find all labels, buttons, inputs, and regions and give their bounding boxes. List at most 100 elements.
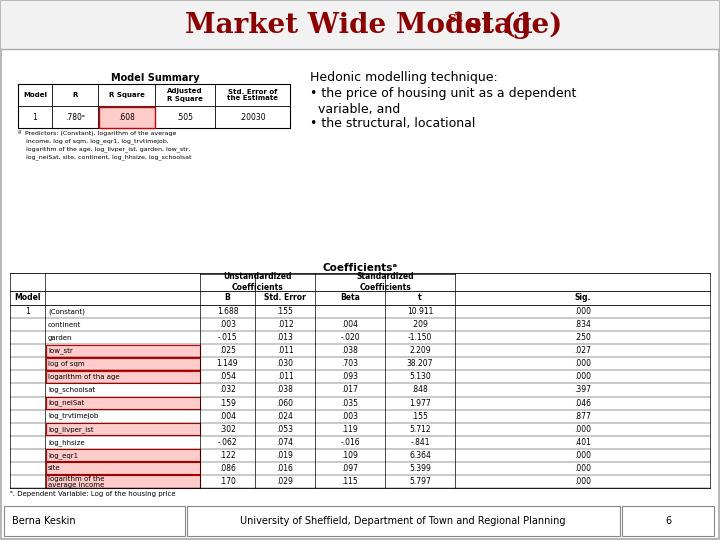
Text: (Constant): (Constant) bbox=[48, 308, 85, 315]
Text: -.841: -.841 bbox=[410, 438, 430, 447]
Text: .000: .000 bbox=[574, 477, 591, 486]
Text: .019: .019 bbox=[276, 451, 294, 460]
Text: logarithm of the age, log_livper_ist, garden, low_str,: logarithm of the age, log_livper_ist, ga… bbox=[18, 146, 190, 152]
Text: logarithm of the: logarithm of the bbox=[48, 476, 104, 482]
Text: t: t bbox=[418, 294, 422, 302]
Text: 1: 1 bbox=[32, 112, 37, 122]
Text: 5.712: 5.712 bbox=[409, 424, 431, 434]
Text: .003: .003 bbox=[219, 320, 236, 329]
Text: .122: .122 bbox=[219, 451, 236, 460]
Text: 2.209: 2.209 bbox=[409, 346, 431, 355]
Bar bbox=[99, 106, 155, 127]
Text: Std. Error: Std. Error bbox=[264, 294, 306, 302]
Text: Std. Error of
the Estimate: Std. Error of the Estimate bbox=[227, 89, 278, 102]
Text: .000: .000 bbox=[574, 373, 591, 381]
Text: .074: .074 bbox=[276, 438, 294, 447]
Bar bbox=[45, 345, 199, 357]
Text: .011: .011 bbox=[276, 346, 293, 355]
Text: Coefficientsᵃ: Coefficientsᵃ bbox=[323, 263, 397, 273]
Text: income, log of sqm, log_eqr1, log_trvtimejob,: income, log of sqm, log_eqr1, log_trvtim… bbox=[18, 138, 168, 144]
Text: .170: .170 bbox=[219, 477, 236, 486]
Text: .20030: .20030 bbox=[239, 112, 266, 122]
Text: log_schoolsat: log_schoolsat bbox=[48, 387, 95, 393]
Text: .029: .029 bbox=[276, 477, 294, 486]
Text: .025: .025 bbox=[219, 346, 236, 355]
Text: 10.911: 10.911 bbox=[407, 307, 433, 316]
Text: -.015: -.015 bbox=[217, 333, 238, 342]
Text: University of Sheffield, Department of Town and Regional Planning: University of Sheffield, Department of T… bbox=[240, 516, 566, 526]
Text: ª  Predictors: (Constant), logarithm of the average: ª Predictors: (Constant), logarithm of t… bbox=[18, 130, 176, 136]
Text: .011: .011 bbox=[276, 373, 293, 381]
Text: .024: .024 bbox=[276, 411, 294, 421]
Text: R: R bbox=[72, 92, 78, 98]
Text: .780ᵃ: .780ᵃ bbox=[65, 112, 85, 122]
Bar bbox=[45, 358, 199, 370]
Text: .877: .877 bbox=[574, 411, 591, 421]
Text: .155: .155 bbox=[276, 307, 294, 316]
Text: .038: .038 bbox=[341, 346, 359, 355]
Text: .000: .000 bbox=[574, 451, 591, 460]
Text: log of sqm: log of sqm bbox=[48, 361, 85, 367]
Bar bbox=[622, 506, 714, 536]
Text: .003: .003 bbox=[341, 411, 359, 421]
Text: .000: .000 bbox=[574, 359, 591, 368]
Bar bbox=[187, 506, 620, 536]
Text: average income: average income bbox=[48, 482, 104, 489]
Bar bbox=[45, 423, 199, 435]
Bar bbox=[45, 397, 199, 409]
Text: .027: .027 bbox=[574, 346, 591, 355]
Text: log_neiSat, site, continent, log_hhsize, log_schoolsat: log_neiSat, site, continent, log_hhsize,… bbox=[18, 154, 192, 160]
Text: .093: .093 bbox=[341, 373, 359, 381]
Text: .302: .302 bbox=[219, 424, 236, 434]
Text: Hedonic modelling technique:: Hedonic modelling technique: bbox=[310, 71, 498, 84]
Bar bbox=[1, 1, 719, 49]
Text: low_str: low_str bbox=[48, 347, 73, 354]
Text: .097: .097 bbox=[341, 464, 359, 473]
Text: .159: .159 bbox=[219, 399, 236, 408]
Text: .012: .012 bbox=[276, 320, 293, 329]
Text: .000: .000 bbox=[574, 424, 591, 434]
Text: 1.149: 1.149 bbox=[217, 359, 238, 368]
Text: .060: .060 bbox=[276, 399, 294, 408]
Text: .017: .017 bbox=[341, 386, 359, 394]
Text: 5.399: 5.399 bbox=[409, 464, 431, 473]
Text: Sig.: Sig. bbox=[575, 294, 590, 302]
Text: Beta: Beta bbox=[340, 294, 360, 302]
Text: -.062: -.062 bbox=[217, 438, 238, 447]
Text: .030: .030 bbox=[276, 359, 294, 368]
Text: log_eqr1: log_eqr1 bbox=[48, 452, 78, 458]
Bar bbox=[45, 462, 199, 475]
Text: garden: garden bbox=[48, 335, 73, 341]
Bar bbox=[45, 475, 199, 488]
Text: .401: .401 bbox=[574, 438, 591, 447]
Text: .505: .505 bbox=[176, 112, 194, 122]
Text: B: B bbox=[225, 294, 230, 302]
Text: .834: .834 bbox=[574, 320, 591, 329]
Text: Model: Model bbox=[14, 294, 41, 302]
Text: .054: .054 bbox=[219, 373, 236, 381]
Text: .004: .004 bbox=[219, 411, 236, 421]
Text: log_hhsize: log_hhsize bbox=[48, 439, 85, 446]
Text: ᵃ. Dependent Variable: Log of the housing price: ᵃ. Dependent Variable: Log of the housin… bbox=[10, 491, 176, 497]
Text: 6.364: 6.364 bbox=[409, 451, 431, 460]
Text: 5.797: 5.797 bbox=[409, 477, 431, 486]
Text: stage): stage) bbox=[456, 11, 562, 39]
Text: 5.130: 5.130 bbox=[409, 373, 431, 381]
Text: .109: .109 bbox=[341, 451, 359, 460]
Text: .155: .155 bbox=[412, 411, 428, 421]
Text: Adjusted
R Square: Adjusted R Square bbox=[167, 89, 203, 102]
Text: .000: .000 bbox=[574, 464, 591, 473]
Text: log_neiSat: log_neiSat bbox=[48, 400, 84, 407]
Text: .115: .115 bbox=[341, 477, 359, 486]
Text: .608: .608 bbox=[118, 112, 135, 122]
Text: .703: .703 bbox=[341, 359, 359, 368]
Text: .004: .004 bbox=[341, 320, 359, 329]
Text: continent: continent bbox=[48, 322, 81, 328]
Text: R Square: R Square bbox=[109, 92, 145, 98]
Text: logarithm of tha age: logarithm of tha age bbox=[48, 374, 120, 380]
Text: Market Wide Model (1: Market Wide Model (1 bbox=[185, 11, 535, 38]
Text: .397: .397 bbox=[574, 386, 591, 394]
Text: .053: .053 bbox=[276, 424, 294, 434]
Text: Unstandardized
Coefficients: Unstandardized Coefficients bbox=[223, 272, 292, 292]
Bar bbox=[45, 449, 199, 461]
